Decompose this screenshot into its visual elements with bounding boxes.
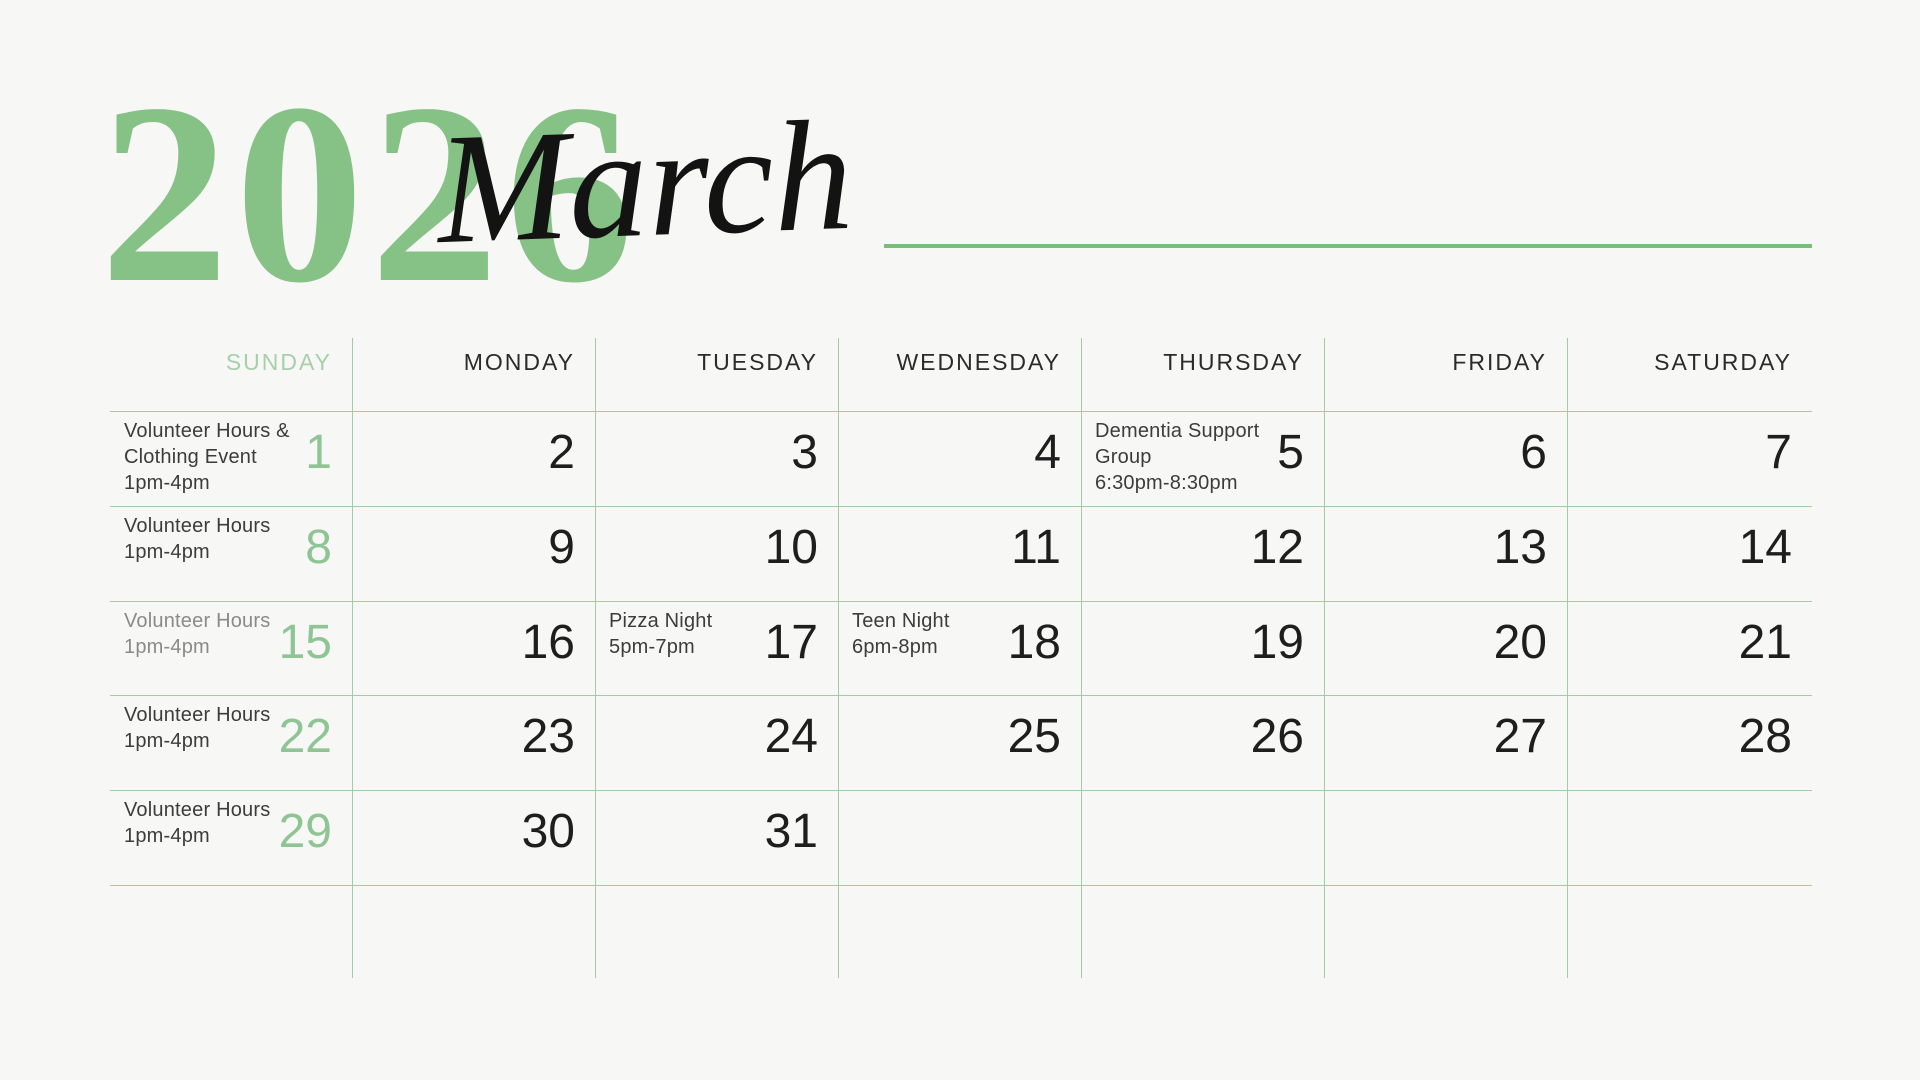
day-header-sunday: SUNDAY (225, 349, 332, 375)
day-number: 1 (305, 426, 332, 479)
grid-hline (110, 411, 1812, 412)
day-number: 21 (1738, 616, 1792, 669)
grid-hline (110, 695, 1812, 696)
day-number: 10 (764, 521, 818, 574)
day-header-saturday: SATURDAY (1654, 349, 1792, 375)
day-header-tuesday: TUESDAY (697, 349, 818, 375)
event-label: Volunteer Hours 1pm-4pm (124, 515, 271, 563)
day-number: 29 (278, 805, 332, 858)
day-number: 18 (1007, 616, 1061, 669)
day-number: 9 (548, 521, 575, 574)
grid-vline (1081, 338, 1082, 978)
event-label: Volunteer Hours 1pm-4pm (124, 704, 271, 752)
day-number: 4 (1034, 426, 1061, 479)
title-underline-rule (884, 244, 1812, 248)
day-number: 3 (791, 426, 818, 479)
day-header-monday: MONDAY (463, 349, 575, 375)
event-label: Volunteer Hours 1pm-4pm (124, 610, 271, 658)
grid-vline (838, 338, 839, 978)
grid-hline (110, 885, 1812, 886)
day-header-friday: FRIDAY (1452, 349, 1547, 375)
day-number: 6 (1520, 426, 1547, 479)
event-label: Volunteer Hours & Clothing Event 1pm-4pm (124, 420, 290, 494)
grid-vline (1324, 338, 1325, 978)
grid-hline (110, 790, 1812, 791)
day-number: 22 (278, 710, 332, 763)
day-number: 27 (1493, 710, 1547, 763)
event-label: Teen Night 6pm-8pm (852, 610, 950, 658)
day-number: 25 (1007, 710, 1061, 763)
day-number: 11 (1011, 521, 1061, 574)
day-number: 13 (1493, 521, 1547, 574)
day-number: 24 (764, 710, 818, 763)
day-number: 5 (1277, 426, 1304, 479)
day-header-thursday: THURSDAY (1163, 349, 1304, 375)
day-number: 19 (1250, 616, 1304, 669)
day-number: 8 (305, 521, 332, 574)
day-number: 30 (521, 805, 575, 858)
grid-vline (595, 338, 596, 978)
event-label: Pizza Night 5pm-7pm (609, 610, 713, 658)
day-number: 31 (764, 805, 818, 858)
day-number: 2 (548, 426, 575, 479)
year-title: 2026 (100, 50, 640, 336)
day-number: 20 (1493, 616, 1547, 669)
grid-vline (1567, 338, 1568, 978)
day-number: 7 (1765, 426, 1792, 479)
grid-hline (110, 601, 1812, 602)
day-number: 26 (1250, 710, 1304, 763)
day-number: 16 (521, 616, 575, 669)
day-number: 12 (1250, 521, 1304, 574)
month-title: March (434, 87, 856, 278)
day-number: 17 (764, 616, 818, 669)
day-header-wednesday: WEDNESDAY (896, 349, 1061, 375)
day-number: 14 (1738, 521, 1792, 574)
grid-hline (110, 506, 1812, 507)
event-label: Volunteer Hours 1pm-4pm (124, 799, 271, 847)
day-number: 28 (1738, 710, 1792, 763)
day-number: 15 (278, 616, 332, 669)
grid-vline (352, 338, 353, 978)
event-label: Dementia Support Group 6:30pm-8:30pm (1095, 420, 1260, 494)
day-number: 23 (521, 710, 575, 763)
